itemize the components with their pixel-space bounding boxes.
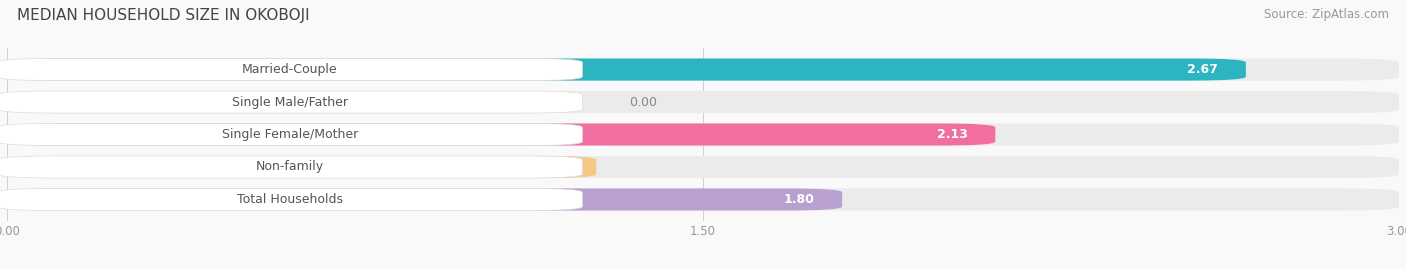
FancyBboxPatch shape bbox=[7, 156, 1399, 178]
Text: 0.00: 0.00 bbox=[628, 95, 657, 108]
FancyBboxPatch shape bbox=[0, 156, 582, 178]
Text: 2.13: 2.13 bbox=[936, 128, 967, 141]
FancyBboxPatch shape bbox=[7, 58, 1399, 81]
Text: Non-family: Non-family bbox=[256, 161, 325, 174]
FancyBboxPatch shape bbox=[7, 91, 1399, 113]
Text: Single Female/Mother: Single Female/Mother bbox=[222, 128, 359, 141]
FancyBboxPatch shape bbox=[0, 58, 582, 81]
Text: 1.80: 1.80 bbox=[783, 193, 814, 206]
FancyBboxPatch shape bbox=[7, 58, 1246, 81]
Text: Married-Couple: Married-Couple bbox=[242, 63, 337, 76]
FancyBboxPatch shape bbox=[7, 188, 842, 211]
FancyBboxPatch shape bbox=[7, 123, 1399, 146]
FancyBboxPatch shape bbox=[7, 123, 995, 146]
Text: Source: ZipAtlas.com: Source: ZipAtlas.com bbox=[1264, 8, 1389, 21]
FancyBboxPatch shape bbox=[7, 156, 596, 178]
Text: MEDIAN HOUSEHOLD SIZE IN OKOBOJI: MEDIAN HOUSEHOLD SIZE IN OKOBOJI bbox=[17, 8, 309, 23]
FancyBboxPatch shape bbox=[0, 123, 582, 146]
Text: 2.67: 2.67 bbox=[1187, 63, 1218, 76]
FancyBboxPatch shape bbox=[7, 188, 1399, 211]
Text: Single Male/Father: Single Male/Father bbox=[232, 95, 349, 108]
Text: 1.27: 1.27 bbox=[537, 161, 568, 174]
Text: Total Households: Total Households bbox=[238, 193, 343, 206]
FancyBboxPatch shape bbox=[0, 91, 582, 113]
FancyBboxPatch shape bbox=[0, 188, 582, 211]
